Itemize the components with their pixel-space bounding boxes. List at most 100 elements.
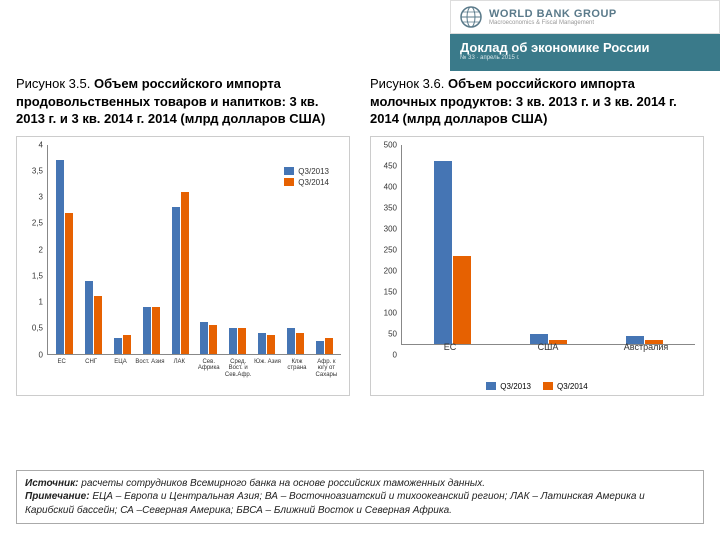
x-label: ЛАК — [165, 357, 194, 395]
figure-left-title: Рисунок 3.5. Объем российского импорта п… — [16, 75, 350, 128]
y-tick: 0 — [393, 350, 397, 359]
bar-series-a — [114, 338, 122, 354]
legend-swatch — [543, 382, 553, 390]
plot-area — [401, 145, 695, 345]
bar-series-b — [94, 296, 102, 353]
y-tick: 500 — [384, 140, 397, 149]
legend: Q3/2013 Q3/2014 — [371, 382, 703, 393]
y-tick: 50 — [388, 329, 397, 338]
y-tick: 1,5 — [32, 271, 43, 280]
bar-group — [404, 145, 500, 344]
source-text: расчеты сотрудников Всемирного банка на … — [81, 478, 485, 489]
report-banner: Доклад об экономике России № 33 · апрель… — [450, 34, 720, 71]
x-label: Афр. к югу от Сахары — [312, 357, 341, 395]
bar-series-b — [209, 325, 217, 354]
x-label: США — [499, 341, 597, 379]
bar-group — [50, 145, 79, 354]
bar-group — [166, 145, 195, 354]
legend-label: Q3/2014 — [557, 382, 588, 391]
bar-series-b — [152, 307, 160, 354]
bar-series-a — [434, 161, 452, 344]
bar-group — [195, 145, 224, 354]
y-tick: 400 — [384, 182, 397, 191]
y-tick: 0,5 — [32, 324, 43, 333]
bar-series-b — [267, 335, 275, 353]
bar-group — [252, 145, 281, 354]
bar-group — [137, 145, 166, 354]
bar-series-b — [181, 192, 189, 354]
x-label: ЕС — [401, 341, 499, 379]
bar-series-a — [316, 341, 324, 354]
x-label: СНГ — [76, 357, 105, 395]
legend-item: Q3/2014 — [284, 178, 329, 187]
x-label: Сев. Африка — [194, 357, 223, 395]
logo-subtext: Macroeconomics & Fiscal Management — [489, 20, 617, 26]
bar-group — [108, 145, 137, 354]
chart-right: 0 50 100 150 200 250 300 350 400 450 500 ЕССШААвстр… — [370, 136, 704, 396]
legend: Q3/2013 Q3/2014 — [284, 167, 329, 189]
globe-icon — [459, 5, 483, 29]
bar-series-a — [200, 322, 208, 353]
y-tick: 300 — [384, 224, 397, 233]
report-title: Доклад об экономике России — [460, 40, 710, 55]
bar-series-a — [258, 333, 266, 354]
legend-label: Q3/2013 — [500, 382, 531, 391]
x-label: Клж страна — [282, 357, 311, 395]
legend-swatch — [486, 382, 496, 390]
y-tick: 0 — [39, 350, 43, 359]
bar-series-b — [453, 256, 471, 344]
bar-series-b — [123, 335, 131, 353]
x-label: Юж. Азия — [253, 357, 282, 395]
x-label: Австралия — [597, 341, 695, 379]
figure-number: Рисунок 3.6. — [370, 76, 444, 91]
bar-series-a — [287, 328, 295, 354]
bar-series-a — [85, 281, 93, 354]
bar-series-b — [65, 213, 73, 354]
y-tick: 3,5 — [32, 166, 43, 175]
legend-swatch — [284, 167, 294, 175]
note-text: ЕЦА – Европа и Центральная Азия; ВА – Во… — [25, 491, 645, 516]
y-tick: 200 — [384, 266, 397, 275]
bar-series-b — [296, 333, 304, 354]
bar-series-a — [172, 207, 180, 353]
bar-series-a — [56, 160, 64, 353]
bar-series-b — [238, 328, 246, 354]
legend-item: Q3/2014 — [543, 382, 588, 391]
bar-group — [597, 145, 693, 344]
bar-series-a — [143, 307, 151, 354]
legend-swatch — [284, 178, 294, 186]
note-label: Примечание: — [25, 491, 90, 502]
legend-item: Q3/2013 — [284, 167, 329, 176]
x-label: Сред. Вост. и Сев.Афр. — [223, 357, 252, 395]
footer-notes: Источник: расчеты сотрудников Всемирного… — [16, 470, 704, 525]
x-label: Вост. Азия — [135, 357, 164, 395]
legend-label: Q3/2013 — [298, 167, 329, 176]
header-banner: WORLD BANK GROUP Macroeconomics & Fiscal… — [450, 0, 720, 71]
x-label: ЕЦА — [106, 357, 135, 395]
bar-group — [79, 145, 108, 354]
y-tick: 100 — [384, 308, 397, 317]
y-tick: 350 — [384, 203, 397, 212]
report-sub: № 33 · апрель 2015 г. — [460, 55, 710, 61]
world-bank-logo-row: WORLD BANK GROUP Macroeconomics & Fiscal… — [450, 0, 720, 34]
bar-series-b — [325, 338, 333, 354]
y-tick: 150 — [384, 287, 397, 296]
bar-group — [223, 145, 252, 354]
legend-item: Q3/2013 — [486, 382, 531, 391]
y-tick: 1 — [39, 298, 43, 307]
y-tick: 2,5 — [32, 219, 43, 228]
figure-right-title: Рисунок 3.6. Объем российского импорта м… — [370, 75, 704, 128]
chart-left: 00,511,522,533,54ЕССНГЕЦАВост. АзияЛАКСе… — [16, 136, 350, 396]
y-tick: 4 — [39, 140, 43, 149]
y-tick: 2 — [39, 245, 43, 254]
bar-group — [500, 145, 596, 344]
source-label: Источник: — [25, 478, 79, 489]
y-tick: 250 — [384, 245, 397, 254]
legend-label: Q3/2014 — [298, 178, 329, 187]
figure-right: Рисунок 3.6. Объем российского импорта м… — [370, 75, 704, 396]
y-tick: 450 — [384, 161, 397, 170]
figure-number: Рисунок 3.5. — [16, 76, 90, 91]
figures-row: Рисунок 3.5. Объем российского импорта п… — [16, 75, 704, 396]
y-tick: 3 — [39, 193, 43, 202]
logo-text: WORLD BANK GROUP — [489, 8, 617, 20]
